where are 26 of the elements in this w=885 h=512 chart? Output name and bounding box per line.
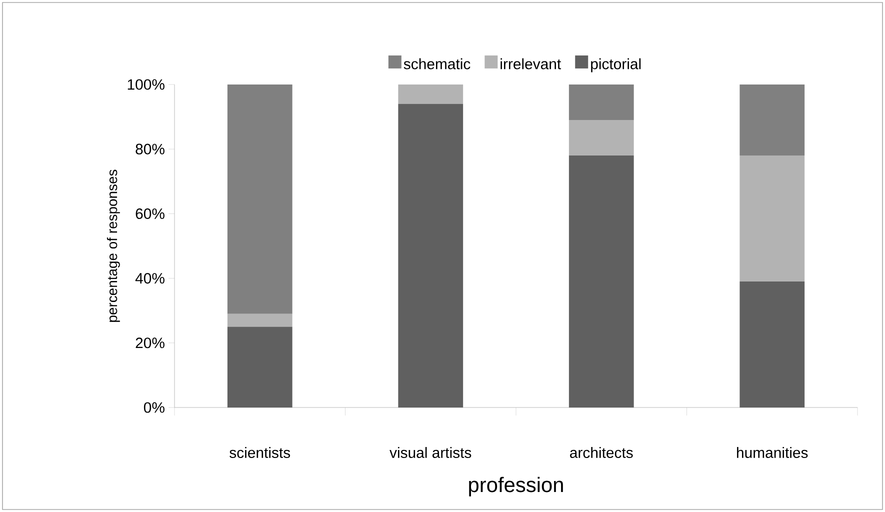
y-tick-label: 20% [136,338,164,348]
bar [398,104,464,408]
bar [398,84,464,104]
bar [740,282,805,408]
bar [740,156,805,282]
x-tick-label: visual artists [390,447,472,458]
y-tick-label: 60% [136,208,164,219]
bar [227,326,292,408]
y-axis-title: percentage of responses [106,170,120,322]
x-tick-label: humanities [737,447,808,458]
x-tick-label: architects [570,447,633,458]
bar [568,156,634,408]
legend-label: pictorial [591,58,641,72]
bar [568,84,634,120]
x-tick-label: scientists [230,447,290,458]
bar [227,314,292,327]
y-tick-label: 100% [128,79,164,90]
y-tick-label: 0% [144,402,164,413]
bar [227,84,292,314]
legend-label: schematic [404,58,470,70]
bar [568,120,634,156]
bar [740,84,805,156]
y-tick-label: 40% [135,273,164,284]
y-tick-label: 80% [136,144,164,154]
x-axis-title: profession [469,476,563,496]
legend-label: irrelevant [500,58,561,70]
